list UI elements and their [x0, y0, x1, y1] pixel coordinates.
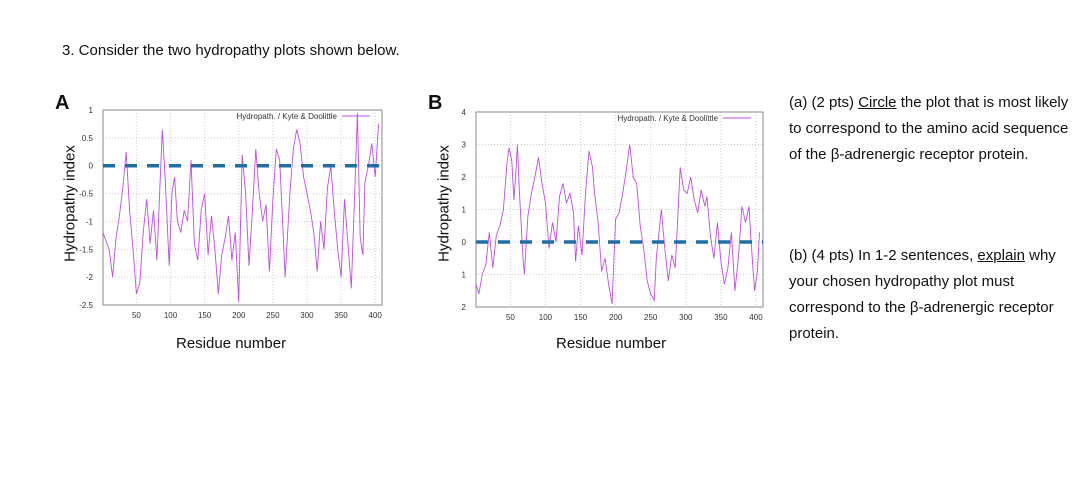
x-tick-label: 400 — [368, 311, 382, 320]
x-tick-label: 150 — [574, 313, 588, 322]
x-tick-label: 50 — [132, 311, 141, 320]
panel-label-b: B — [428, 92, 443, 114]
y-tick-label: 4 — [462, 108, 467, 117]
chart-b-xlabel: Residue number — [556, 335, 667, 352]
y-tick-label: 2 — [462, 303, 467, 312]
x-tick-label: 250 — [644, 313, 658, 322]
y-tick-label: 0 — [89, 162, 94, 171]
y-tick-label: 1 — [89, 106, 94, 115]
panel-label-a: A — [55, 92, 70, 114]
x-tick-label: 200 — [232, 311, 246, 320]
y-tick-label: -1.5 — [79, 245, 93, 254]
x-tick-label: 300 — [679, 313, 693, 322]
y-tick-label: 1 — [462, 271, 467, 280]
chart-a-legend-label: Hydropath. / Kyte & Doolittle — [237, 112, 338, 121]
x-tick-label: 200 — [609, 313, 623, 322]
y-tick-label: -2.5 — [79, 301, 93, 310]
x-tick-label: 250 — [266, 311, 280, 320]
chart-a-frame — [102, 109, 383, 306]
part-a-prefix: (a) (2 pts) — [789, 94, 859, 111]
question-title: 3. Consider the two hydropathy plots sho… — [62, 42, 400, 59]
x-tick-label: 100 — [539, 313, 553, 322]
x-tick-label: 350 — [334, 311, 348, 320]
y-tick-label: 1 — [462, 206, 467, 215]
x-tick-label: 150 — [198, 311, 212, 320]
part-b-underlined: explain — [977, 247, 1025, 264]
part-b-text: why your chosen hydropathy plot must cor… — [789, 247, 1056, 342]
y-tick-label: 2 — [462, 173, 467, 182]
chart-b-frame — [475, 111, 764, 308]
x-tick-label: 400 — [749, 313, 763, 322]
question-part-a: (a) (2 pts) Circle the plot that is most… — [789, 90, 1079, 168]
chart-b-ylabel: Hydropathy index — [435, 145, 453, 262]
part-a-underlined: Circle — [858, 94, 897, 111]
y-tick-label: -1 — [86, 217, 94, 226]
x-tick-label: 50 — [506, 313, 515, 322]
chart-a-ylabel: Hydropathy index — [61, 145, 79, 262]
x-tick-label: 350 — [714, 313, 728, 322]
y-tick-label: 3 — [462, 141, 467, 150]
chart-a-series-line — [102, 112, 380, 303]
question-part-b: (b) (4 pts) In 1-2 sentences, explain wh… — [789, 243, 1079, 347]
y-tick-label: 0.5 — [82, 134, 94, 143]
chart-b-series-line — [475, 144, 760, 304]
x-tick-label: 300 — [300, 311, 314, 320]
chart-a-xlabel: Residue number — [176, 335, 287, 352]
x-tick-label: 100 — [164, 311, 178, 320]
y-tick-label: -0.5 — [79, 190, 93, 199]
chart-b-legend-label: Hydropath. / Kyte & Doolittle — [618, 114, 719, 123]
part-a-text: the plot that is most likely to correspo… — [789, 94, 1069, 163]
y-tick-label: 0 — [462, 238, 467, 247]
y-tick-label: -2 — [86, 273, 94, 282]
part-b-prefix: (b) (4 pts) In 1-2 sentences, — [789, 247, 978, 264]
